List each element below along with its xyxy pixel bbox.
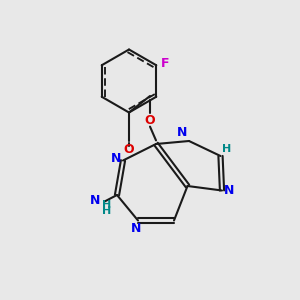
Text: N: N bbox=[90, 194, 101, 207]
Text: F: F bbox=[161, 57, 169, 70]
Text: O: O bbox=[124, 143, 134, 156]
Text: H: H bbox=[222, 145, 231, 154]
Text: N: N bbox=[111, 152, 122, 166]
Text: N: N bbox=[177, 126, 188, 139]
Text: N: N bbox=[131, 222, 142, 235]
Text: O: O bbox=[145, 113, 155, 127]
Text: N: N bbox=[224, 184, 234, 197]
Text: H: H bbox=[102, 206, 111, 216]
Text: H: H bbox=[102, 200, 111, 211]
